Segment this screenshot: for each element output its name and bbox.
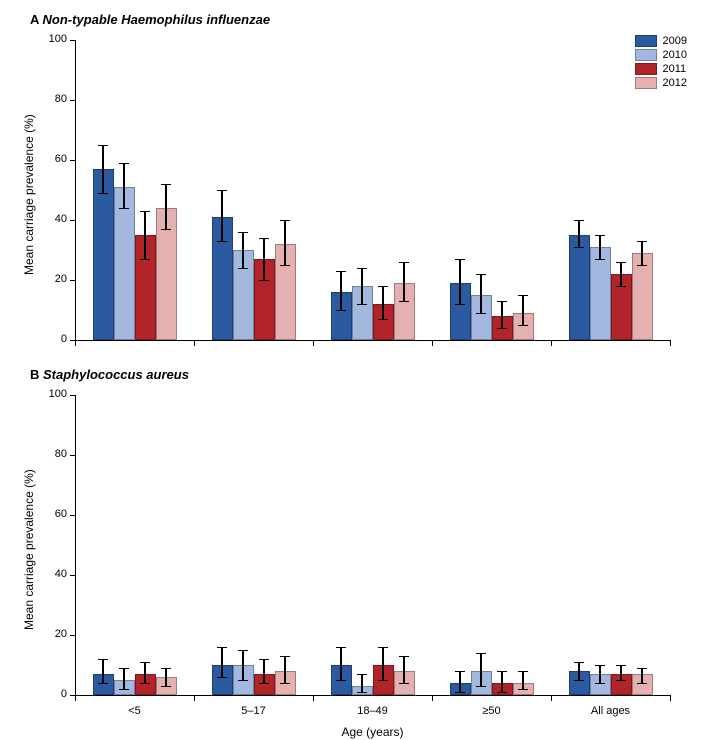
x-tick-label: 5–17 [209,705,299,717]
panel-label: B Staphylococcus aureus [30,367,189,382]
panel-id: A [30,12,43,27]
bar [93,169,114,340]
y-tick-label: 40 [37,213,67,225]
legend-swatch [635,49,657,61]
y-axis-label: Mean carriage prevalence (%) [22,114,36,275]
panel-title: Non-typable Haemophilus influenzae [43,12,271,27]
y-tick-label: 60 [37,153,67,165]
y-tick-label: 20 [37,628,67,640]
legend-item: 2012 [635,77,687,89]
bar [590,247,611,340]
y-tick-label: 40 [37,568,67,580]
legend-item: 2009 [635,35,687,47]
legend-item: 2011 [635,63,687,75]
legend-swatch [635,63,657,75]
panel-id: B [30,367,43,382]
legend-label: 2010 [663,49,687,61]
y-tick-label: 0 [37,688,67,700]
y-tick-label: 0 [37,333,67,345]
x-tick-label: 18–49 [328,705,418,717]
y-tick-label: 100 [37,33,67,45]
y-tick-label: 80 [37,448,67,460]
x-axis-label: Age (years) [333,725,413,739]
legend-swatch [635,35,657,47]
legend-label: 2009 [663,35,687,47]
legend-label: 2012 [663,77,687,89]
legend: 2009 2010 2011 2012 [635,35,687,91]
y-tick-label: 100 [37,388,67,400]
legend-swatch [635,77,657,89]
y-tick-label: 80 [37,93,67,105]
y-tick-label: 20 [37,273,67,285]
legend-label: 2011 [663,63,687,75]
y-tick-label: 60 [37,508,67,520]
x-tick-label: ≥50 [447,705,537,717]
bar [114,187,135,340]
x-tick-label: All ages [566,705,656,717]
x-tick-label: <5 [90,705,180,717]
bar [569,235,590,340]
panel-label: A Non-typable Haemophilus influenzae [30,12,270,27]
legend-item: 2010 [635,49,687,61]
y-axis-label: Mean carriage prevalence (%) [22,469,36,630]
figure-container: 2009 2010 2011 2012 A Non-typable Haemophilu… [0,0,715,740]
panel-title: Staphylococcus aureus [43,367,189,382]
